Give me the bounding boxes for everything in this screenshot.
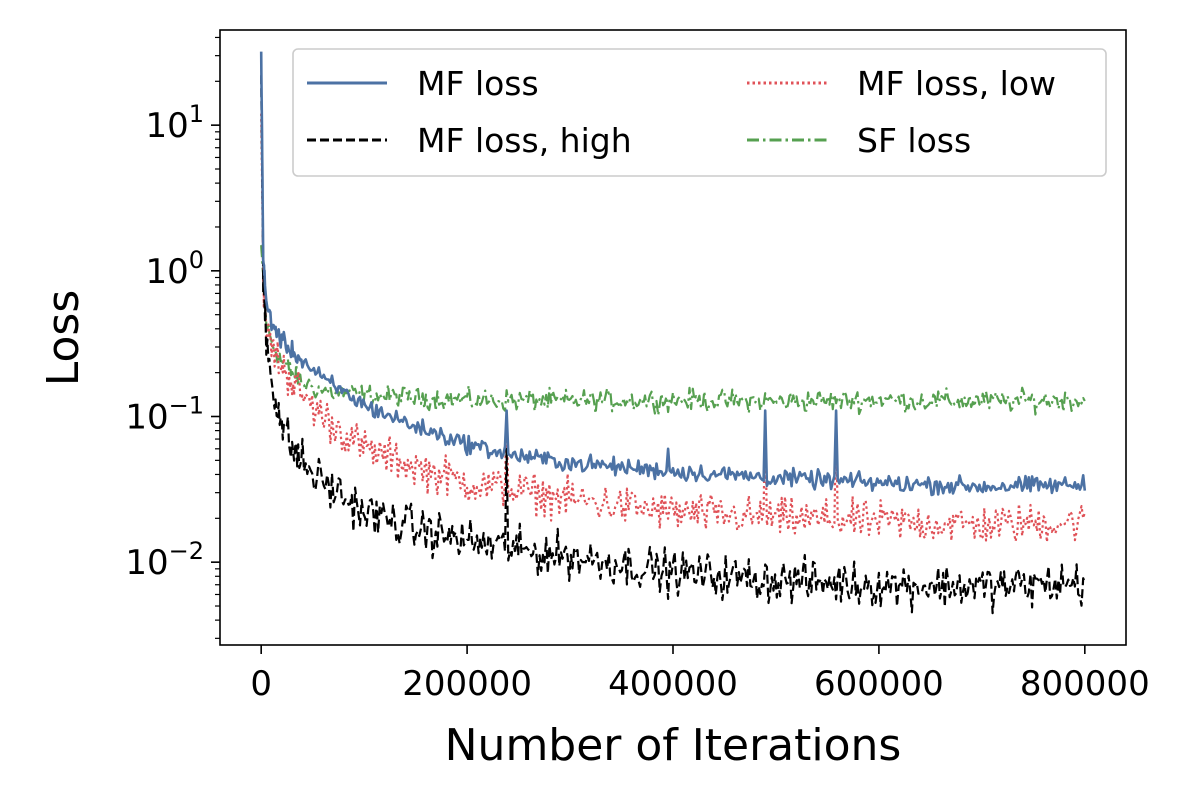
x-tick-label: 600000 — [814, 664, 944, 704]
x-tick-label: 200000 — [402, 664, 532, 704]
y-tick-base: 10 — [125, 397, 168, 437]
series-line-1 — [260, 75, 1086, 615]
legend-label: MF loss, low — [857, 64, 1056, 103]
y-tick-base: 10 — [145, 252, 188, 292]
legend: MF loss MF loss, low MF loss, high SF loss — [292, 48, 1107, 177]
x-tick-label: 400000 — [608, 664, 738, 704]
y-tick-label: 100 — [145, 246, 204, 292]
legend-box — [292, 48, 1107, 177]
legend-label: SF loss — [857, 121, 971, 160]
y-tick-exponent: −1 — [169, 391, 204, 419]
series-line-2 — [260, 113, 1086, 544]
y-tick-label: 101 — [145, 100, 204, 146]
y-tick-base: 10 — [145, 106, 188, 146]
legend-label: MF loss, high — [417, 121, 632, 160]
y-tick-base: 10 — [125, 543, 168, 583]
y-tick-label: 10−2 — [125, 537, 204, 583]
x-tick-label: 0 — [250, 664, 272, 704]
y-tick-exponent: −2 — [169, 537, 204, 565]
x-axis-label: Number of Iterations — [445, 720, 902, 771]
y-tick-exponent: 0 — [189, 246, 204, 274]
x-tick-label: 800000 — [1020, 664, 1150, 704]
series-layer — [259, 51, 1087, 615]
series-line-0 — [259, 51, 1087, 497]
x-axis: 0 200000 400000 600000 800000 — [250, 645, 1150, 704]
y-axis-label: Loss — [38, 290, 89, 387]
y-tick-label: 10−1 — [125, 391, 204, 437]
y-tick-exponent: 1 — [189, 100, 204, 128]
legend-label: MF loss — [417, 64, 539, 103]
series-line-3 — [260, 245, 1086, 417]
